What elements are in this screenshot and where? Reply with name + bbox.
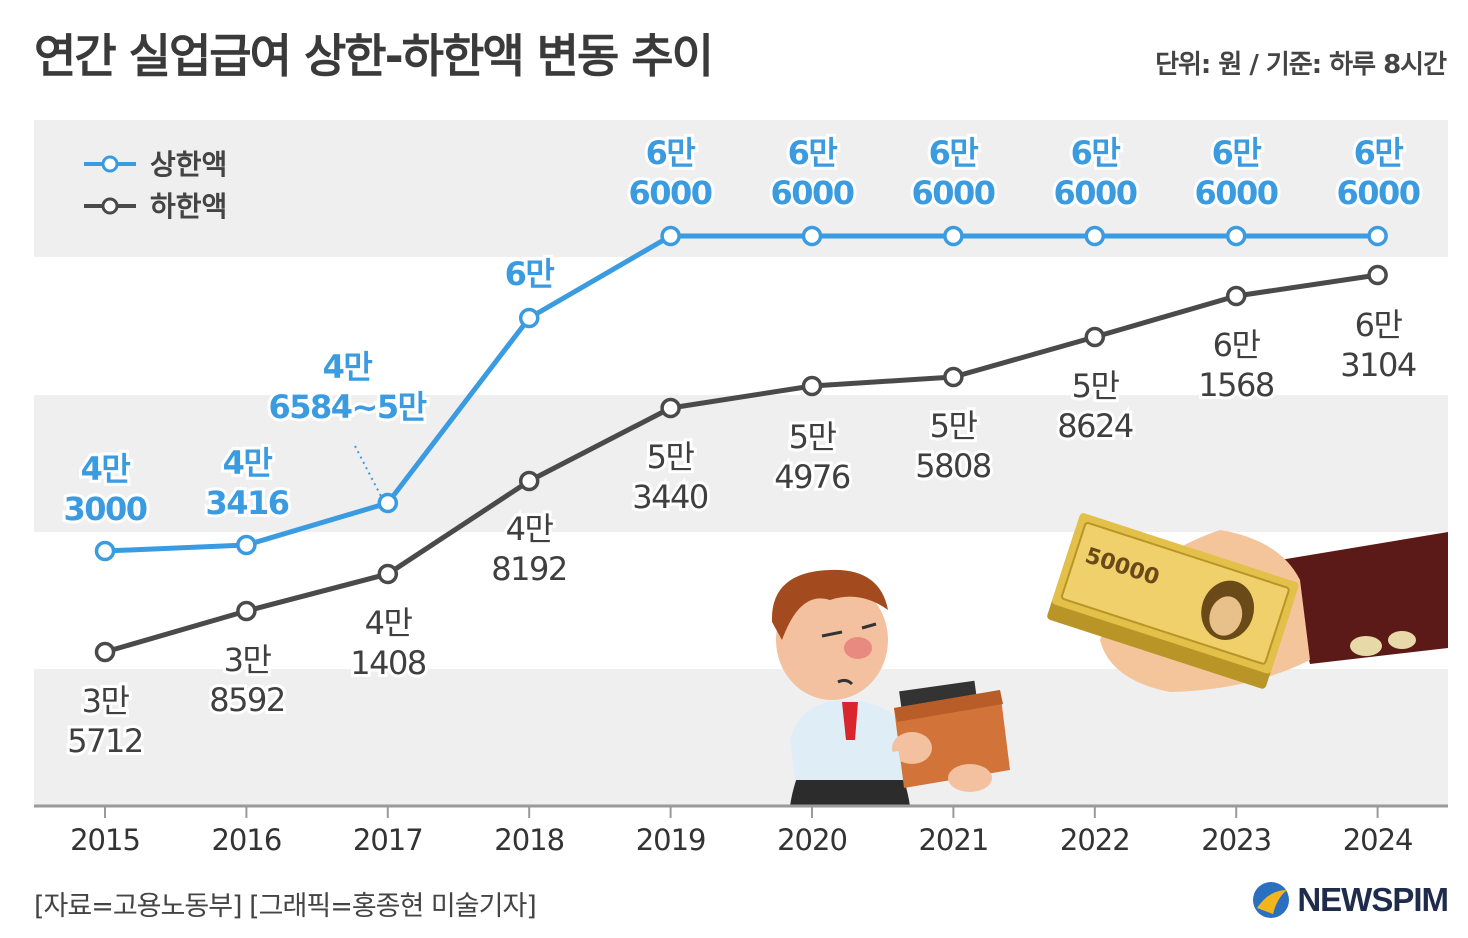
legend-lower-label: 하한액 (150, 190, 227, 223)
x-tick-label: 2017 (353, 823, 423, 857)
lower-point (94, 641, 116, 663)
upper-value-label: 6만 (505, 255, 555, 293)
upper-point (943, 225, 964, 247)
upper-point (660, 225, 681, 247)
upper-value-label: 4만 (323, 348, 373, 386)
upper-value-label: 3416 (205, 484, 288, 522)
upper-value-label: 6584~5만 (268, 388, 426, 426)
lower-point (1367, 264, 1388, 286)
upper-value-label: 6만 (929, 134, 979, 172)
lower-value-label: 4976 (774, 458, 850, 496)
upper-point (518, 307, 540, 329)
legend-lower-marker (101, 197, 119, 215)
lower-point (1084, 326, 1106, 348)
series-lines (94, 225, 1388, 663)
x-axis: 2015 2016 2017 2018 2019 2020 2021 2022 2023 2024 (34, 804, 1448, 857)
money-hand-illustration: 50000 (1047, 513, 1448, 692)
legend-upper-label: 상한액 (150, 148, 227, 181)
upper-point (1084, 225, 1106, 247)
x-tick-label: 2023 (1201, 823, 1271, 857)
lower-point (377, 563, 399, 585)
lower-value-label: 3440 (632, 478, 708, 516)
data-labels: 4만30004만34164만6584~5만6만6만60006만60006만600… (60, 131, 1424, 763)
lower-value-label: 1568 (1198, 366, 1274, 404)
x-tick-label: 2022 (1060, 823, 1130, 857)
lower-value-label: 6만 (1213, 326, 1261, 364)
lower-value-label: 5808 (915, 447, 991, 485)
worker-illustration (771, 569, 1010, 806)
lower-value-label: 3104 (1340, 346, 1416, 384)
x-tick-label: 2020 (777, 823, 847, 857)
lower-point (1225, 285, 1247, 307)
lower-value-label: 4만 (365, 604, 413, 642)
lower-value-label: 5712 (67, 722, 142, 760)
upper-point (236, 534, 257, 556)
background-bands (34, 120, 1448, 806)
lower-value-label: 4만 (506, 510, 554, 548)
upper-limit-line (104, 233, 1378, 554)
band (34, 395, 1448, 532)
source-credit: [자료=고용노동부] [그래픽=홍종현 미술기자] (34, 891, 537, 922)
upper-point (1225, 225, 1247, 247)
upper-point (1367, 225, 1388, 247)
upper-value-label: 6만 (1071, 134, 1121, 172)
x-tick-label: 2021 (918, 823, 988, 857)
x-tick-label: 2024 (1343, 823, 1413, 857)
lower-value-label: 1408 (350, 644, 426, 682)
upper-value-label: 3000 (63, 490, 146, 528)
upper-value-label: 4만 (223, 444, 273, 482)
lower-value-label: 8624 (1057, 407, 1133, 445)
lower-point (236, 600, 257, 622)
legend: 상한액 하한액 (84, 148, 227, 223)
lower-value-label: 3만 (224, 641, 272, 679)
line-chart: 50000 상한액 하한액 2015 2016 2017 2018 2019 2020 20… (34, 120, 1448, 857)
upper-value-label: 6000 (1336, 174, 1419, 212)
logo-icon (1253, 882, 1290, 918)
upper-value-label: 6만 (646, 134, 696, 172)
lower-point (518, 470, 540, 492)
upper-point (94, 540, 116, 562)
lower-value-label: 8192 (491, 550, 566, 588)
label-leader-line (354, 445, 384, 501)
upper-value-label: 6만 (1354, 134, 1404, 172)
lower-value-label: 5만 (647, 438, 695, 476)
logo-text: NEWSPIM (1297, 881, 1449, 918)
upper-value-label: 4만 (81, 450, 131, 488)
unit-note: 단위: 원 / 기준: 하루 8시간 (1155, 50, 1447, 80)
lower-point (660, 397, 681, 419)
upper-value-label: 6000 (1194, 174, 1277, 212)
upper-value-label: 6000 (628, 174, 711, 212)
x-tick-label: 2018 (494, 823, 564, 857)
lower-value-label: 5만 (789, 418, 837, 456)
upper-value-label: 6만 (1212, 134, 1262, 172)
lower-value-label: 5만 (1072, 367, 1120, 405)
upper-value-label: 6만 (788, 134, 838, 172)
upper-point (377, 492, 399, 514)
lower-value-label: 8592 (209, 681, 284, 719)
upper-value-label: 6000 (911, 174, 994, 212)
legend-upper-marker (101, 155, 119, 173)
upper-value-label: 6000 (770, 174, 853, 212)
newspim-logo: NEWSPIM (1251, 880, 1449, 920)
lower-value-label: 3만 (82, 682, 130, 720)
lower-value-label: 5만 (930, 407, 978, 445)
x-tick-label: 2019 (636, 823, 706, 857)
chart-title: 연간 실업급여 상한-하한액 변동 추이 (34, 29, 714, 83)
x-tick-label: 2015 (70, 823, 140, 857)
band (34, 669, 1448, 806)
lower-value-label: 6만 (1355, 306, 1403, 344)
lower-point (801, 375, 823, 397)
upper-value-label: 6000 (1053, 174, 1136, 212)
upper-point (801, 225, 823, 247)
lower-limit-line (104, 272, 1378, 655)
x-tick-label: 2016 (211, 823, 281, 857)
lower-point (943, 366, 964, 388)
